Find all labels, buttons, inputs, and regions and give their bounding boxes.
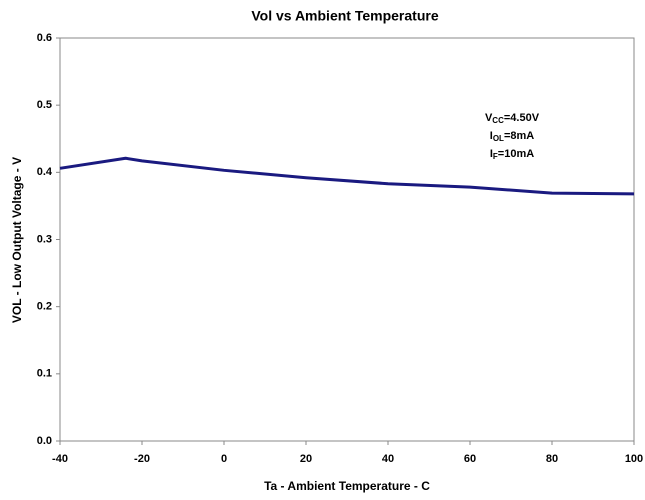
x-tick-label: -20 bbox=[134, 453, 150, 465]
y-tick-label: 0.0 bbox=[37, 435, 52, 447]
x-tick-label: 60 bbox=[464, 453, 476, 465]
x-tick-label: 20 bbox=[300, 453, 312, 465]
x-tick-label: 100 bbox=[625, 453, 643, 465]
data-line bbox=[59, 156, 635, 196]
annotation-rest: =4.50V bbox=[504, 112, 540, 124]
annotation-sub: OL bbox=[493, 134, 504, 143]
x-tick-label: 80 bbox=[546, 453, 558, 465]
annotation: VCC=4.50V bbox=[485, 112, 540, 125]
annotation-rest: =8mA bbox=[504, 130, 534, 142]
annotation-sub: F bbox=[493, 152, 498, 161]
x-axis-label: Ta - Ambient Temperature - C bbox=[264, 479, 430, 493]
y-tick-label: 0.5 bbox=[37, 99, 52, 111]
annotation-sub: CC bbox=[492, 116, 504, 125]
annotation: IOL=8mA bbox=[490, 130, 534, 143]
y-axis-label: VOL - Low Output Voltage - V bbox=[10, 157, 24, 323]
plot-frame bbox=[59, 37, 635, 442]
chart-title: Vol vs Ambient Temperature bbox=[251, 8, 438, 24]
annotation: IF=10mA bbox=[490, 148, 534, 161]
annotation-main: V bbox=[485, 112, 493, 124]
annotation-rest: =10mA bbox=[498, 148, 534, 160]
annotation-main: I bbox=[490, 148, 493, 160]
y-tick-label: 0.6 bbox=[37, 32, 52, 44]
x-tick-label: 0 bbox=[221, 453, 227, 465]
y-tick-label: 0.2 bbox=[37, 301, 52, 313]
x-tick-label: -40 bbox=[52, 453, 68, 465]
y-tick-label: 0.4 bbox=[37, 166, 53, 178]
y-tick-label: 0.1 bbox=[37, 368, 52, 380]
annotation-main: I bbox=[490, 130, 493, 142]
y-tick-label: 0.3 bbox=[37, 233, 52, 245]
x-tick-label: 40 bbox=[382, 453, 394, 465]
